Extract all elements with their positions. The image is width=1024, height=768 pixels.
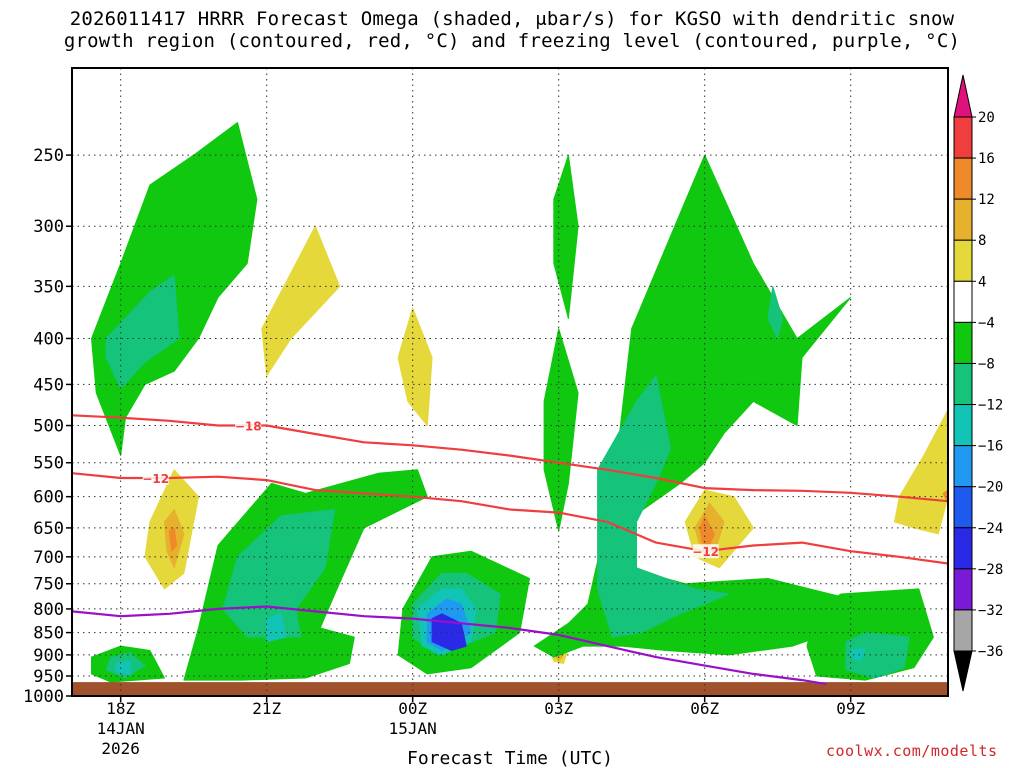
ground-surface	[72, 682, 948, 696]
y-tick-label: 400	[33, 329, 64, 349]
colorbar-segment	[953, 486, 973, 529]
y-tick-label: 450	[33, 375, 64, 395]
y-tick-label: 850	[33, 624, 64, 644]
omega-region	[942, 489, 948, 504]
omega-region	[533, 154, 852, 658]
colorbar-label: −12	[978, 398, 1003, 414]
y-tick-label: 500	[33, 417, 64, 437]
y-tick-label: 300	[33, 217, 64, 237]
omega-region	[894, 409, 948, 535]
plot-frame	[71, 67, 949, 697]
dendritic-contour-line	[72, 472, 948, 565]
colorbar-segment	[953, 445, 973, 488]
chart-title: 2026011417 HRRR Forecast Omega (shaded, …	[0, 8, 1024, 52]
x-tick-label: 21Z	[252, 699, 281, 718]
omega-region	[543, 328, 579, 532]
colorbar-segment	[953, 198, 973, 241]
colorbar-segment	[953, 568, 973, 611]
contour-label-minus12: −12	[142, 472, 169, 486]
colorbar-label: −24	[978, 521, 1003, 537]
colorbar-label: −4	[978, 315, 995, 331]
colorbar-segment	[953, 609, 973, 652]
colorbar-segment	[953, 404, 973, 447]
y-tick-label: 650	[33, 519, 64, 539]
y-tick-label: 1000	[23, 687, 64, 707]
omega-region	[597, 375, 730, 638]
x-axis-label: Forecast Time (UTC)	[407, 748, 613, 768]
colorbar-segment	[953, 280, 973, 323]
colorbar-segment	[953, 527, 973, 570]
colorbar-segment	[953, 321, 973, 364]
x-tick-label: 00Z	[398, 699, 427, 718]
colorbar-segment	[953, 362, 973, 406]
colorbar-bottom-arrow	[953, 650, 973, 692]
colorbar-label: 12	[978, 192, 995, 208]
y-tick-label: 800	[33, 600, 64, 620]
omega-region	[266, 613, 287, 643]
colorbar-label: −28	[978, 562, 1003, 578]
colorbar-label: −36	[978, 644, 1003, 660]
x-tick-label: 15JAN	[389, 719, 437, 738]
omega-region	[261, 225, 341, 377]
omega-region	[115, 660, 131, 675]
colorbar-segment	[953, 239, 973, 282]
colorbar-label: 16	[978, 151, 995, 167]
colorbar-label: −8	[978, 356, 995, 372]
freezing-level-line	[72, 605, 827, 686]
contour-label-background	[692, 544, 719, 559]
site-attribution[interactable]: coolwx.com/modelts	[826, 742, 998, 760]
colorbar-label: −20	[978, 480, 1003, 496]
x-tick-label: 06Z	[690, 699, 719, 718]
colorbar-label: 8	[978, 233, 986, 249]
omega-region	[767, 285, 783, 339]
colorbar-label: −32	[978, 603, 1003, 619]
omega-region	[397, 307, 433, 426]
contour-label-background	[235, 418, 262, 433]
y-tick-label: 950	[33, 667, 64, 687]
x-tick-label: 09Z	[836, 699, 865, 718]
omega-region	[850, 647, 866, 662]
contour-label-minus18: −18	[235, 420, 262, 434]
x-tick-label: 03Z	[544, 699, 573, 718]
omega-region	[222, 509, 336, 638]
contour-label-background	[142, 471, 169, 486]
omega-region	[553, 154, 579, 319]
omega-region	[168, 527, 178, 552]
x-tick-label: 18Z	[106, 699, 135, 718]
title-line-1: 2026011417 HRRR Forecast Omega (shaded, …	[69, 8, 955, 30]
colorbar-label: 4	[978, 274, 986, 290]
y-tick-label: 900	[33, 646, 64, 666]
colorbar-label: −16	[978, 439, 1003, 455]
title-line-2: growth region (contoured, red, °C) and f…	[63, 30, 961, 52]
dendritic-contour-line	[72, 414, 948, 503]
y-tick-label: 750	[33, 575, 64, 595]
y-tick-label: 600	[33, 488, 64, 508]
x-tick-label: 14JAN	[97, 719, 145, 738]
contour-label-minus12-b: −12	[692, 545, 719, 559]
colorbar-top-arrow	[953, 74, 973, 118]
y-tick-label: 700	[33, 548, 64, 568]
y-tick-label: 550	[33, 454, 64, 474]
x-tick-label: 2026	[101, 739, 140, 758]
colorbar-label: 20	[978, 110, 995, 126]
omega-region	[699, 515, 715, 546]
colorbar-segment	[953, 116, 973, 159]
colorbar-segment	[953, 157, 973, 200]
y-tick-label: 250	[33, 146, 64, 166]
y-tick-label: 350	[33, 277, 64, 297]
omega-region	[105, 274, 180, 390]
